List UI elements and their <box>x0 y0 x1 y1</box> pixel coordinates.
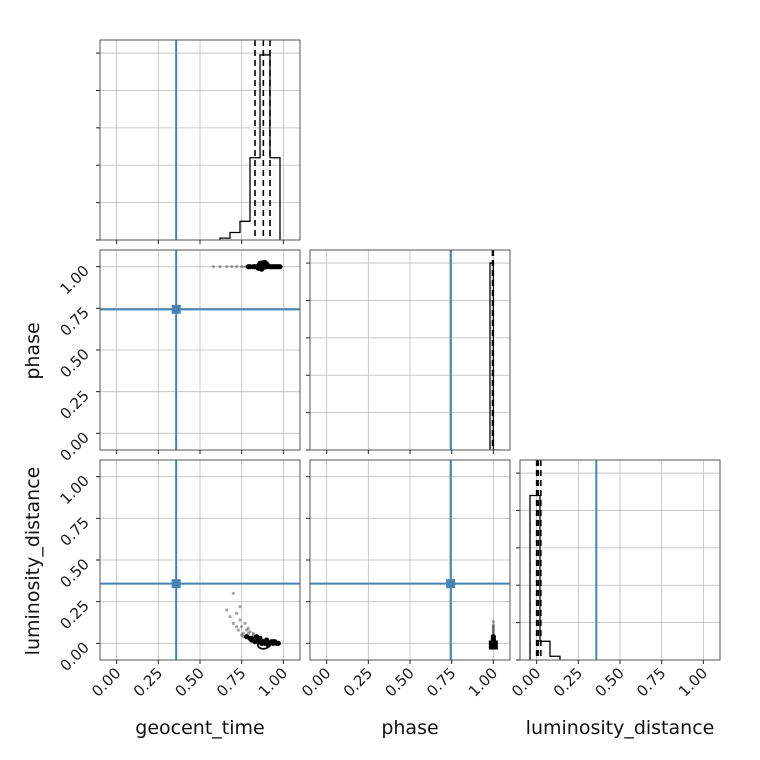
y-axis-label-phase: phase <box>22 322 44 379</box>
histogram-step <box>219 54 281 240</box>
x-tick-label: 0.50 <box>591 664 627 700</box>
panel-content <box>100 250 300 450</box>
sample-point <box>238 618 242 622</box>
y-tick-label: 0.50 <box>56 345 92 381</box>
truth-marker <box>446 579 456 589</box>
sample-point <box>241 635 245 639</box>
sample-point <box>491 630 495 634</box>
x-tick-label: 0.75 <box>213 664 249 700</box>
sample-point <box>236 628 240 632</box>
sample-point <box>228 615 232 619</box>
x-tick-label: 0.75 <box>633 664 669 700</box>
x-tick-label: 1.00 <box>255 664 291 700</box>
sample-core <box>249 637 255 643</box>
sample-core <box>275 640 281 646</box>
x-tick-label: 0.50 <box>171 664 207 700</box>
sample-point <box>241 631 245 635</box>
sample-point <box>231 591 235 595</box>
sample-point <box>245 628 249 632</box>
panels-layer <box>96 39 721 664</box>
y-tick-label: 1.00 <box>56 472 92 508</box>
sample-point <box>235 611 239 615</box>
x-axis-label-phase: phase <box>381 717 438 739</box>
density-contour <box>256 640 270 650</box>
sample-point <box>211 265 215 269</box>
x-tick-label: 0.75 <box>423 664 459 700</box>
sample-point <box>491 620 495 624</box>
y-tick-label: 0.00 <box>56 638 92 674</box>
x-tick-label: 0.25 <box>550 664 586 700</box>
histogram-step <box>529 494 561 660</box>
y-tick-label: 0.75 <box>56 303 92 339</box>
sample-point <box>235 265 239 269</box>
sample-point <box>251 633 255 637</box>
panel-content <box>100 40 300 240</box>
x-tick-label: 0.00 <box>508 664 544 700</box>
panel-phase <box>306 249 511 454</box>
panel-content <box>310 250 510 450</box>
sample-point <box>491 628 495 632</box>
x-tick-label: 1.00 <box>675 664 711 700</box>
panel-geocent_time-vs-luminosity_distance <box>96 459 301 664</box>
truth-marker <box>171 304 181 314</box>
sample-point <box>238 605 242 609</box>
sample-point <box>225 265 229 269</box>
sample-point <box>218 265 222 269</box>
y-tick-label: 0.00 <box>56 428 92 464</box>
tick-labels-layer: 0.00 0.25 0.50 0.75 1.00 0.00 0.25 0.50 0.75 1.00… <box>56 262 711 701</box>
y-axis-label-luminosity-distance: luminosity_distance <box>22 467 44 656</box>
panel-luminosity_distance <box>516 459 721 664</box>
y-tick-label: 0.25 <box>56 387 92 423</box>
y-tick-label: 1.00 <box>56 262 92 298</box>
y-tick-label: 0.50 <box>56 555 92 591</box>
sample-point <box>235 625 239 629</box>
x-tick-label: 0.25 <box>130 664 166 700</box>
sample-point <box>246 631 250 635</box>
sample-point <box>240 625 244 629</box>
x-tick-label: 0.00 <box>298 664 334 700</box>
y-tick-label: 0.75 <box>56 513 92 549</box>
x-tick-label: 0.00 <box>88 664 124 700</box>
panel-content <box>100 460 300 660</box>
x-axis-label-geocent-time: geocent_time <box>135 717 264 739</box>
density-contour <box>256 260 270 270</box>
truth-marker <box>171 579 181 589</box>
sample-point <box>243 621 247 625</box>
panel-geocent_time-vs-phase <box>96 249 301 454</box>
sample-core <box>277 264 283 270</box>
sample-point <box>251 631 255 635</box>
panel-content <box>310 460 510 660</box>
density-peak <box>488 640 498 650</box>
panel-content <box>520 460 720 660</box>
y-tick-label: 0.25 <box>56 597 92 633</box>
sample-point <box>491 625 495 629</box>
sample-point <box>243 265 247 269</box>
panel-phase-vs-luminosity_distance <box>306 459 511 664</box>
sample-point <box>240 633 244 637</box>
sample-point <box>248 630 252 634</box>
sample-point <box>491 623 495 627</box>
sample-point <box>246 626 250 630</box>
sample-point <box>225 608 229 612</box>
sample-point <box>240 265 244 269</box>
sample-core <box>270 639 276 645</box>
x-tick-label: 0.25 <box>340 664 376 700</box>
sample-point <box>231 621 235 625</box>
x-axis-label-luminosity-distance: luminosity_distance <box>526 717 715 739</box>
x-tick-label: 1.00 <box>465 664 501 700</box>
x-tick-label: 0.50 <box>381 664 417 700</box>
histogram-step <box>489 262 500 450</box>
panel-geocent_time <box>96 39 301 244</box>
sample-point <box>230 265 234 269</box>
sample-point <box>491 626 495 630</box>
sample-point <box>491 631 495 635</box>
